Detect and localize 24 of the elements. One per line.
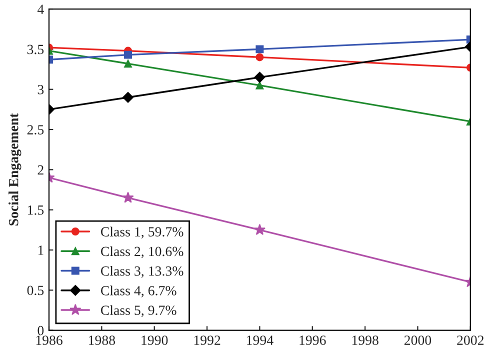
y-tick-label: 3.5 xyxy=(27,44,44,54)
x-tick-label: 1988 xyxy=(89,336,116,345)
legend-label: Class 5, 9.7% xyxy=(100,305,176,317)
legend-label: Class 1, 59.7% xyxy=(100,226,184,238)
y-tick-label: 3 xyxy=(38,84,44,94)
x-tick-label: 1996 xyxy=(300,336,326,345)
x-tick-label: 2002 xyxy=(457,336,484,345)
legend-label: Class 4, 6.7% xyxy=(100,286,176,298)
x-tick-label: 1994 xyxy=(247,336,274,345)
legend-label: Class 2, 10.6% xyxy=(100,246,184,258)
x-tick-label: 1990 xyxy=(142,336,168,345)
y-tick-label: 2.5 xyxy=(27,125,44,135)
y-tick-label: 0.5 xyxy=(27,286,44,296)
y-tick-label: 2 xyxy=(38,165,44,174)
x-tick-label: 1992 xyxy=(194,336,220,345)
y-axis-title: Social Engagement xyxy=(8,113,22,226)
y-tick-label: 1.5 xyxy=(28,205,44,215)
legend-label: Class 3, 13.3% xyxy=(100,266,184,278)
y-tick-label: 4 xyxy=(37,4,44,14)
x-tick-label: 2000 xyxy=(404,336,432,345)
y-tick-label: 0 xyxy=(38,326,44,336)
x-tick-label: 1986 xyxy=(36,336,62,345)
y-tick-label: 1 xyxy=(38,246,44,255)
x-tick-label: 1998 xyxy=(352,336,378,345)
